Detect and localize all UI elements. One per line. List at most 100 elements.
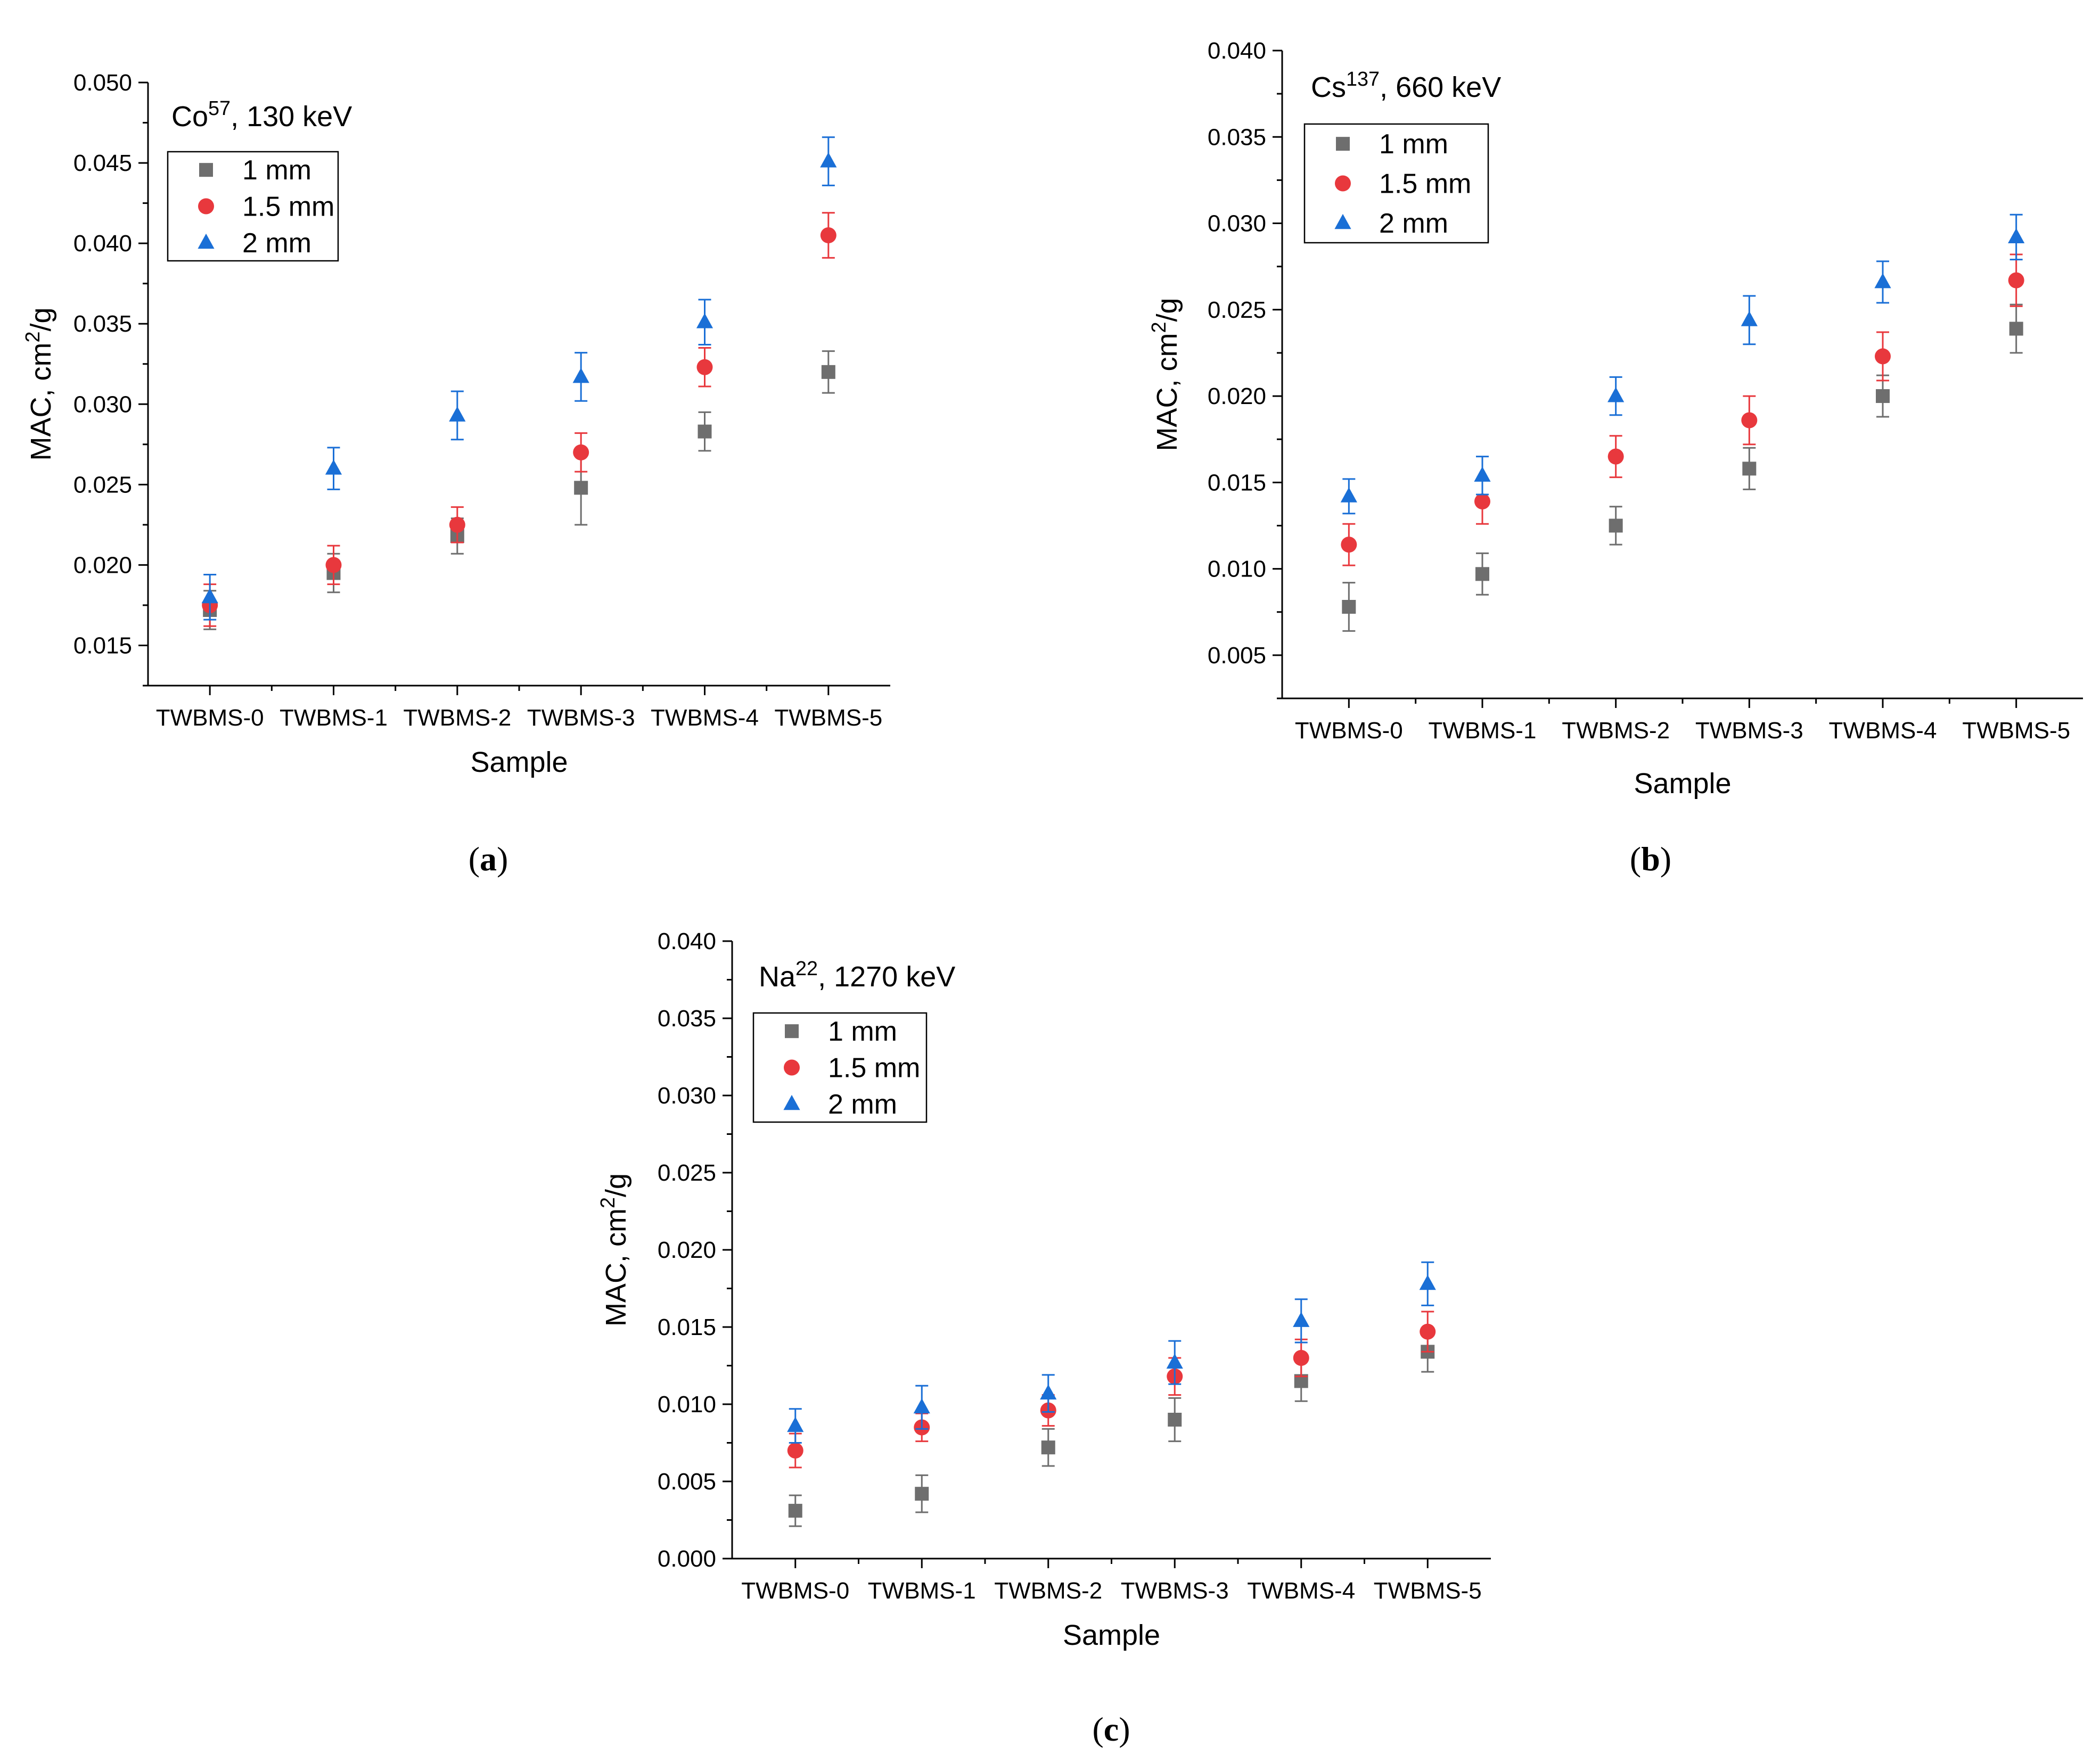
x-tick-label: TWBMS-1: [868, 1578, 976, 1604]
y-tick-label: 0.015: [658, 1314, 716, 1340]
data-point: [787, 1443, 803, 1459]
chart-title-suffix: , 1270 keV: [818, 961, 955, 993]
data-point: [325, 459, 342, 475]
data-point: [1419, 1274, 1436, 1290]
y-tick-label: 0.050: [73, 70, 132, 96]
data-point: [1341, 537, 1357, 553]
chart-panel-b: 0.005 0.010 0.015 0.020 0.025 0.030 0.035 0.040…: [1148, 38, 2083, 878]
chart-title-prefix: Co: [171, 101, 208, 133]
data-point: [1741, 311, 1758, 326]
y-axis-title-suffix: /g: [25, 307, 57, 331]
legend-marker: [784, 1059, 800, 1076]
y-tick-label: 0.025: [1208, 297, 1266, 323]
legend: 1 mm 1.5 mm 2 mm: [167, 151, 339, 262]
y-tick-label: 0.030: [1208, 211, 1266, 237]
data-point: [820, 227, 836, 244]
y-tick-label: 0.035: [658, 1006, 716, 1032]
chart-title-sup: 57: [208, 97, 231, 120]
panel-label: (c): [1092, 1710, 1130, 1748]
y-tick-label: 0.045: [73, 150, 132, 176]
data-point: [915, 1487, 929, 1501]
data-point: [1474, 493, 1490, 510]
x-tick-label: TWBMS-2: [403, 705, 511, 731]
x-tick-label: TWBMS-5: [1374, 1578, 1482, 1604]
chart-panel-a: 0.015 0.020 0.025 0.030 0.035 0.040 0.045 0.050…: [22, 70, 890, 878]
y-tick-label: 0.020: [658, 1237, 716, 1263]
y-axis-title-sup: 2: [1148, 322, 1170, 333]
series-1-5-mm: [787, 1311, 1436, 1469]
y-tick-label: 0.020: [73, 552, 132, 578]
y-tick-label: 0.020: [1208, 383, 1266, 409]
legend-marker: [783, 1094, 800, 1110]
data-point: [1040, 1384, 1057, 1400]
data-point: [1166, 1353, 1183, 1369]
x-tick-label: TWBMS-5: [1962, 718, 2070, 744]
legend-label: 1 mm: [828, 1016, 897, 1047]
x-tick-label: TWBMS-3: [527, 705, 635, 731]
chart-title: Na22, 1270 keV: [759, 958, 955, 993]
panel-label-open: (: [469, 840, 480, 878]
legend-label: 1.5 mm: [242, 192, 334, 223]
legend-marker: [198, 198, 214, 215]
data-point: [1293, 1350, 1309, 1366]
panel-label-close: ): [497, 840, 508, 878]
legend-label: 1.5 mm: [828, 1053, 920, 1084]
y-tick-label: 0.025: [73, 472, 132, 498]
series-1-5-mm: [1341, 253, 2024, 566]
legend-label: 2 mm: [242, 228, 311, 259]
data-point: [573, 444, 589, 460]
data-point: [1607, 448, 1624, 465]
y-tick-label: 0.040: [658, 928, 716, 954]
data-point: [788, 1504, 802, 1518]
y-tick-label: 0.030: [73, 391, 132, 417]
chart-title-sup: 137: [1346, 68, 1380, 90]
y-tick-label: 0.010: [1208, 556, 1266, 582]
chart-title: Cs137, 660 keV: [1311, 68, 1501, 103]
legend-label: 1 mm: [242, 155, 311, 186]
x-tick-label: TWBMS-0: [741, 1578, 849, 1604]
data-point: [696, 313, 713, 328]
data-point: [201, 588, 218, 604]
legend-label: 1 mm: [1379, 129, 1448, 160]
y-tick-label: 0.035: [73, 311, 132, 337]
x-tick-label: TWBMS-4: [651, 705, 759, 731]
data-point: [449, 516, 465, 533]
data-point: [325, 557, 342, 573]
legend-marker: [199, 163, 213, 177]
x-axis-title: Sample: [1063, 1619, 1160, 1651]
data-point: [1475, 567, 1489, 581]
legend-marker: [198, 233, 215, 249]
x-axis-title: Sample: [470, 746, 568, 778]
chart-title-prefix: Cs: [1311, 71, 1346, 103]
data-point: [1875, 348, 1891, 365]
y-tick-label: 0.005: [1208, 642, 1266, 669]
data-point: [2008, 228, 2025, 243]
data-point: [913, 1398, 930, 1414]
y-tick-label: 0.025: [658, 1160, 716, 1186]
y-tick-label: 0.000: [658, 1546, 716, 1572]
y-axis-title-sup: 2: [22, 332, 44, 343]
data-point: [1742, 462, 1757, 476]
chart-panel-c: 0.000 0.005 0.010 0.015 0.020 0.025 0.030 0.035…: [597, 928, 1491, 1748]
y-tick-label: 0.005: [658, 1469, 716, 1495]
y-tick-label: 0.030: [658, 1083, 716, 1109]
panel-label-letter: b: [1641, 840, 1660, 878]
x-tick-label: TWBMS-0: [156, 705, 264, 731]
y-tick-label: 0.035: [1208, 124, 1266, 150]
x-tick-label: TWBMS-3: [1695, 718, 1803, 744]
y-axis-title-prefix: MAC, cm: [1151, 333, 1183, 451]
panel-label-close: ): [1119, 1710, 1130, 1748]
legend: 1 mm 1.5 mm 2 mm: [1303, 123, 1489, 244]
y-tick-label: 0.010: [658, 1391, 716, 1418]
chart-title-suffix: , 660 keV: [1380, 71, 1501, 103]
data-point: [1874, 273, 1891, 289]
y-axis-title-sup: 2: [597, 1197, 619, 1208]
series-2-mm: [201, 136, 837, 621]
data-point: [449, 406, 466, 422]
data-point: [1168, 1413, 1182, 1427]
data-point: [1474, 466, 1491, 482]
legend-label: 2 mm: [1379, 208, 1448, 239]
y-axis-title-prefix: MAC, cm: [25, 343, 57, 461]
y-tick-label: 0.040: [73, 230, 132, 257]
